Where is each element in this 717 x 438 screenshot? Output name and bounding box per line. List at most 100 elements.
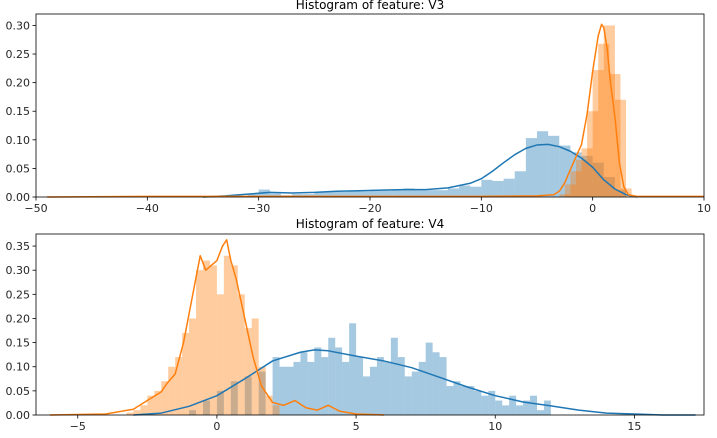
- histogram-bar: [216, 390, 224, 415]
- chart-v4: Histogram of feature: V4 −5 0 5 10 15 0.00 0.0…: [6, 217, 705, 433]
- histogram-bar: [363, 376, 370, 415]
- histogram-bar: [514, 171, 526, 197]
- y-tick-label: 0.15: [6, 105, 31, 118]
- y-tick-label: 0.05: [6, 162, 31, 175]
- x-tick-label: −5: [70, 420, 86, 433]
- histogram-bar: [439, 357, 447, 415]
- y-tick-label: 0.20: [6, 312, 31, 325]
- histogram-bar: [307, 361, 315, 415]
- histogram-bar: [446, 386, 454, 415]
- histogram-bar: [581, 155, 593, 197]
- kde-line: [202, 143, 638, 198]
- histogram-bar: [481, 395, 489, 415]
- histogram-bar: [581, 148, 593, 197]
- histogram-bar: [537, 131, 549, 197]
- histogram-bar: [230, 265, 238, 415]
- histogram-bar: [140, 405, 148, 415]
- histogram-bar: [265, 395, 273, 415]
- histogram-bar: [436, 190, 448, 197]
- y-tick-label: 0.25: [6, 288, 31, 301]
- x-tick-label: −20: [358, 202, 381, 215]
- histogram-bar: [503, 178, 515, 197]
- histogram-bar: [258, 366, 266, 415]
- histogram-bar: [488, 390, 496, 415]
- histogram-bar: [147, 395, 155, 415]
- histogram-bar: [189, 410, 197, 415]
- histogram-bar: [133, 410, 141, 415]
- histogram-bar: [530, 395, 537, 415]
- histogram-bar: [570, 152, 582, 197]
- x-tick-label: 10: [697, 202, 711, 215]
- histogram-bar: [258, 371, 266, 415]
- y-tick-label: 0.10: [6, 134, 31, 147]
- histogram-bar: [447, 188, 460, 197]
- x-tick-label: 5: [353, 420, 360, 433]
- histogram-bar: [196, 270, 203, 415]
- histogram-bar: [203, 260, 210, 415]
- histogram-bar: [537, 410, 544, 415]
- histogram-bar: [342, 361, 350, 415]
- histogram-bar: [523, 400, 531, 415]
- histogram-bar: [383, 361, 391, 415]
- histogram-bar: [614, 99, 627, 197]
- histogram-bar: [272, 357, 280, 415]
- histogram-bar: [453, 381, 461, 415]
- histogram-bar: [300, 352, 308, 415]
- y-tick-label: 0.30: [6, 264, 31, 277]
- histogram-bar: [403, 188, 415, 197]
- histogram-bar: [603, 25, 615, 197]
- histogram-bar: [314, 347, 322, 415]
- histogram-bar: [411, 371, 419, 415]
- x-tick-label: 0: [213, 420, 220, 433]
- histogram-bar: [230, 381, 238, 415]
- histogram-bar: [575, 159, 588, 197]
- histogram-bar: [470, 186, 482, 197]
- histogram-bar: [392, 190, 404, 197]
- histogram-bar: [381, 190, 393, 197]
- histogram-bar: [286, 366, 294, 415]
- histogram-bar: [397, 357, 405, 415]
- histogram-bar: [492, 180, 504, 197]
- histogram-bar: [525, 138, 537, 197]
- histogram-bar: [335, 347, 343, 415]
- histogram-bar: [356, 357, 364, 415]
- histogram-bar: [418, 361, 426, 415]
- histogram-bar: [161, 381, 169, 415]
- histogram-bar: [321, 357, 329, 415]
- histogram-bar: [425, 342, 433, 415]
- y-tick-label: 0.00: [6, 191, 31, 204]
- histogram-bar: [598, 43, 610, 197]
- histogram-bar: [216, 294, 224, 415]
- plot-frame: [35, 233, 705, 416]
- histogram-bar: [303, 194, 315, 197]
- histogram-bar: [564, 184, 576, 197]
- y-tick-label: 0.05: [6, 385, 31, 398]
- x-tick-label: 10: [488, 420, 502, 433]
- histogram-bar: [349, 323, 357, 415]
- histogram-bar: [460, 386, 468, 415]
- histogram-bar: [358, 191, 370, 197]
- histogram-bar: [609, 74, 621, 197]
- histogram-bar: [154, 390, 162, 415]
- histogram-bar: [559, 145, 571, 197]
- histogram-bar: [325, 191, 337, 197]
- kde-line: [47, 23, 704, 198]
- histogram-bar: [404, 376, 412, 415]
- x-tick-label: −50: [24, 202, 47, 215]
- histogram-bar: [328, 337, 336, 415]
- histogram-bar: [182, 332, 190, 415]
- kde-line: [49, 239, 384, 416]
- histogram-bar: [481, 179, 493, 197]
- y-tick-label: 0.30: [6, 19, 31, 32]
- histogram-bar: [370, 366, 377, 415]
- histogram-bar: [272, 405, 280, 415]
- histogram-bar: [189, 318, 197, 415]
- kde-line: [133, 349, 696, 416]
- histogram-bar: [209, 265, 217, 415]
- histogram-bar: [293, 361, 301, 415]
- x-tick-label: −30: [247, 202, 270, 215]
- y-tick-label: 0.15: [6, 337, 31, 350]
- chart-title: Histogram of feature: V3: [296, 0, 444, 12]
- histogram-bar: [237, 294, 245, 415]
- histogram-bar: [432, 352, 440, 415]
